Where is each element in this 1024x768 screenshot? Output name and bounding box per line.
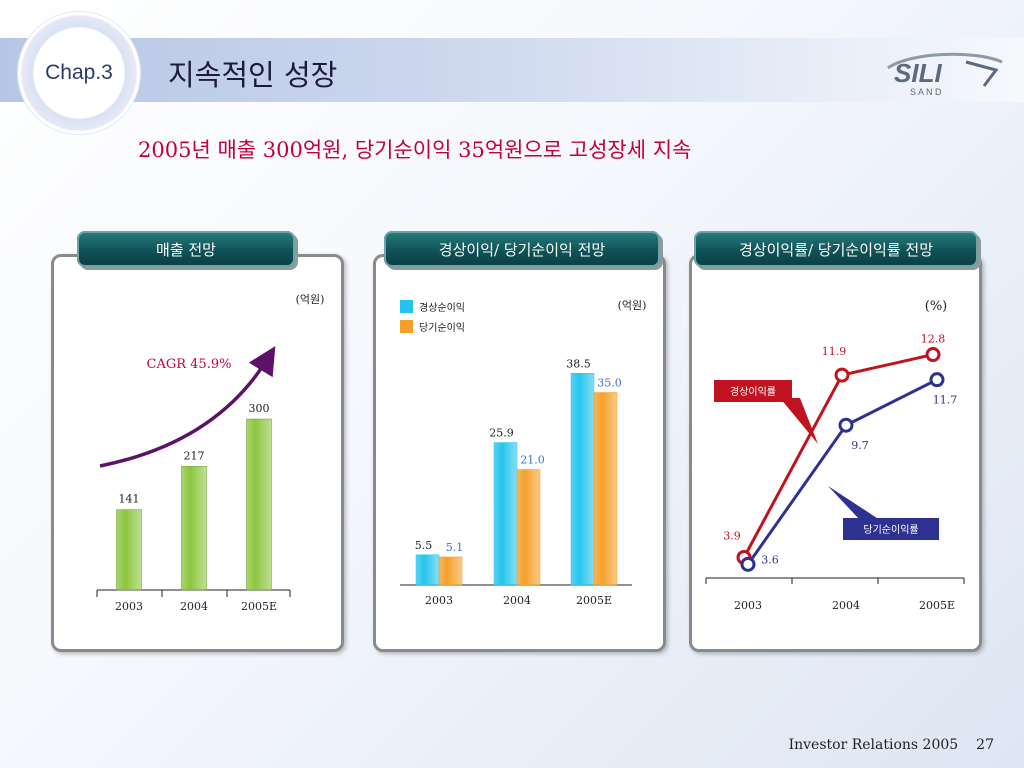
logo-subword: S A N D (910, 87, 942, 97)
profit-category-label: 2004 (503, 594, 531, 607)
margin-category-label: 2003 (734, 599, 762, 612)
footer-text: Investor Relations 2005 (788, 737, 959, 753)
profit-value-label: 21.0 (520, 454, 545, 467)
profit-category-label: 2005E (576, 594, 612, 607)
margin-value-label: 12.8 (921, 333, 946, 346)
cagr-annotation: CAGR 45.9% (147, 357, 232, 372)
net-callout-box (843, 518, 939, 540)
ordinary-callout-pointer (780, 398, 818, 444)
revenue-unit-label: (억원) (296, 293, 325, 306)
net-callout-pointer (828, 486, 880, 520)
profit-legend-swatch-1 (400, 320, 413, 333)
profit-legend-label: 당기순이익 (419, 322, 465, 334)
profit-legend-label: 경상순이익 (419, 301, 465, 314)
profit-value-label: 25.9 (489, 427, 514, 440)
profit-bar-1-2003 (438, 556, 463, 586)
margin-point-1-2004 (838, 417, 854, 433)
headline: 2005년 매출 300억원, 당기순이익 35억원으로 고성장세 지속 (138, 138, 692, 162)
profit-value-label: 5.1 (446, 541, 464, 554)
margin-category-label: 2004 (832, 599, 860, 612)
margin-value-label: 3.6 (761, 553, 779, 566)
revenue-bar-2004 (181, 466, 207, 591)
page-number: 27 (976, 737, 994, 753)
profit-category-label: 2003 (425, 594, 453, 607)
revenue-value-label: 141 (119, 493, 140, 506)
revenue-bar-2003 (116, 509, 142, 591)
margin-point-1-2005E (929, 372, 945, 388)
logo-word: SILI (894, 58, 942, 88)
cagr-arrow (99, 346, 276, 468)
profit-value-label: 35.0 (597, 377, 622, 390)
profit-bar-1-2005E (593, 392, 618, 586)
margin-panel (689, 254, 982, 652)
chapter-badge: Chap.3 (18, 12, 140, 134)
revenue-panel-tab: 매출 전망 (77, 231, 295, 267)
header-band (0, 38, 1024, 102)
profit-unit-label: (억원) (618, 299, 647, 312)
revenue-value-label: 217 (184, 449, 205, 462)
margin-category-label: 2005E (919, 599, 955, 612)
margin-point-1-2003 (740, 556, 756, 572)
page-title: 지속적인 성장 (168, 58, 338, 92)
footer: Investor Relations 2005 27 (789, 737, 994, 753)
sili-sand-logo: SILI S A N D (887, 52, 1003, 97)
profit-panel-tab: 경상이익/ 당기순이익 전망 (384, 231, 660, 267)
margin-point-0-2005E (925, 347, 941, 363)
revenue-category-label: 2003 (115, 600, 143, 613)
margin-unit-label: (%) (925, 299, 948, 314)
profit-bar-1-2004 (516, 469, 541, 586)
margin-value-label: 3.9 (723, 529, 741, 542)
revenue-category-label: 2004 (180, 600, 208, 613)
margin-value-label: 11.9 (822, 345, 847, 358)
profit-value-label: 38.5 (566, 357, 591, 370)
net-callout-label: 당기순이익률 (863, 524, 918, 536)
chapter-label: Chap.3 (45, 61, 113, 84)
revenue-bar-2005E (246, 418, 272, 591)
revenue-value-label: 300 (249, 402, 270, 415)
ordinary-callout-label: 경상이익률 (730, 385, 776, 398)
margin-point-0-2004 (834, 367, 850, 383)
margin-value-label: 9.7 (851, 439, 869, 452)
revenue-category-label: 2005E (241, 600, 277, 613)
margin-value-label: 11.7 (933, 394, 958, 407)
profit-value-label: 5.5 (415, 539, 433, 552)
ordinary-callout-box (714, 380, 792, 402)
profit-legend-swatch-0 (400, 300, 413, 313)
margin-panel-tab: 경상이익률/ 당기순이익률 전망 (694, 231, 978, 267)
